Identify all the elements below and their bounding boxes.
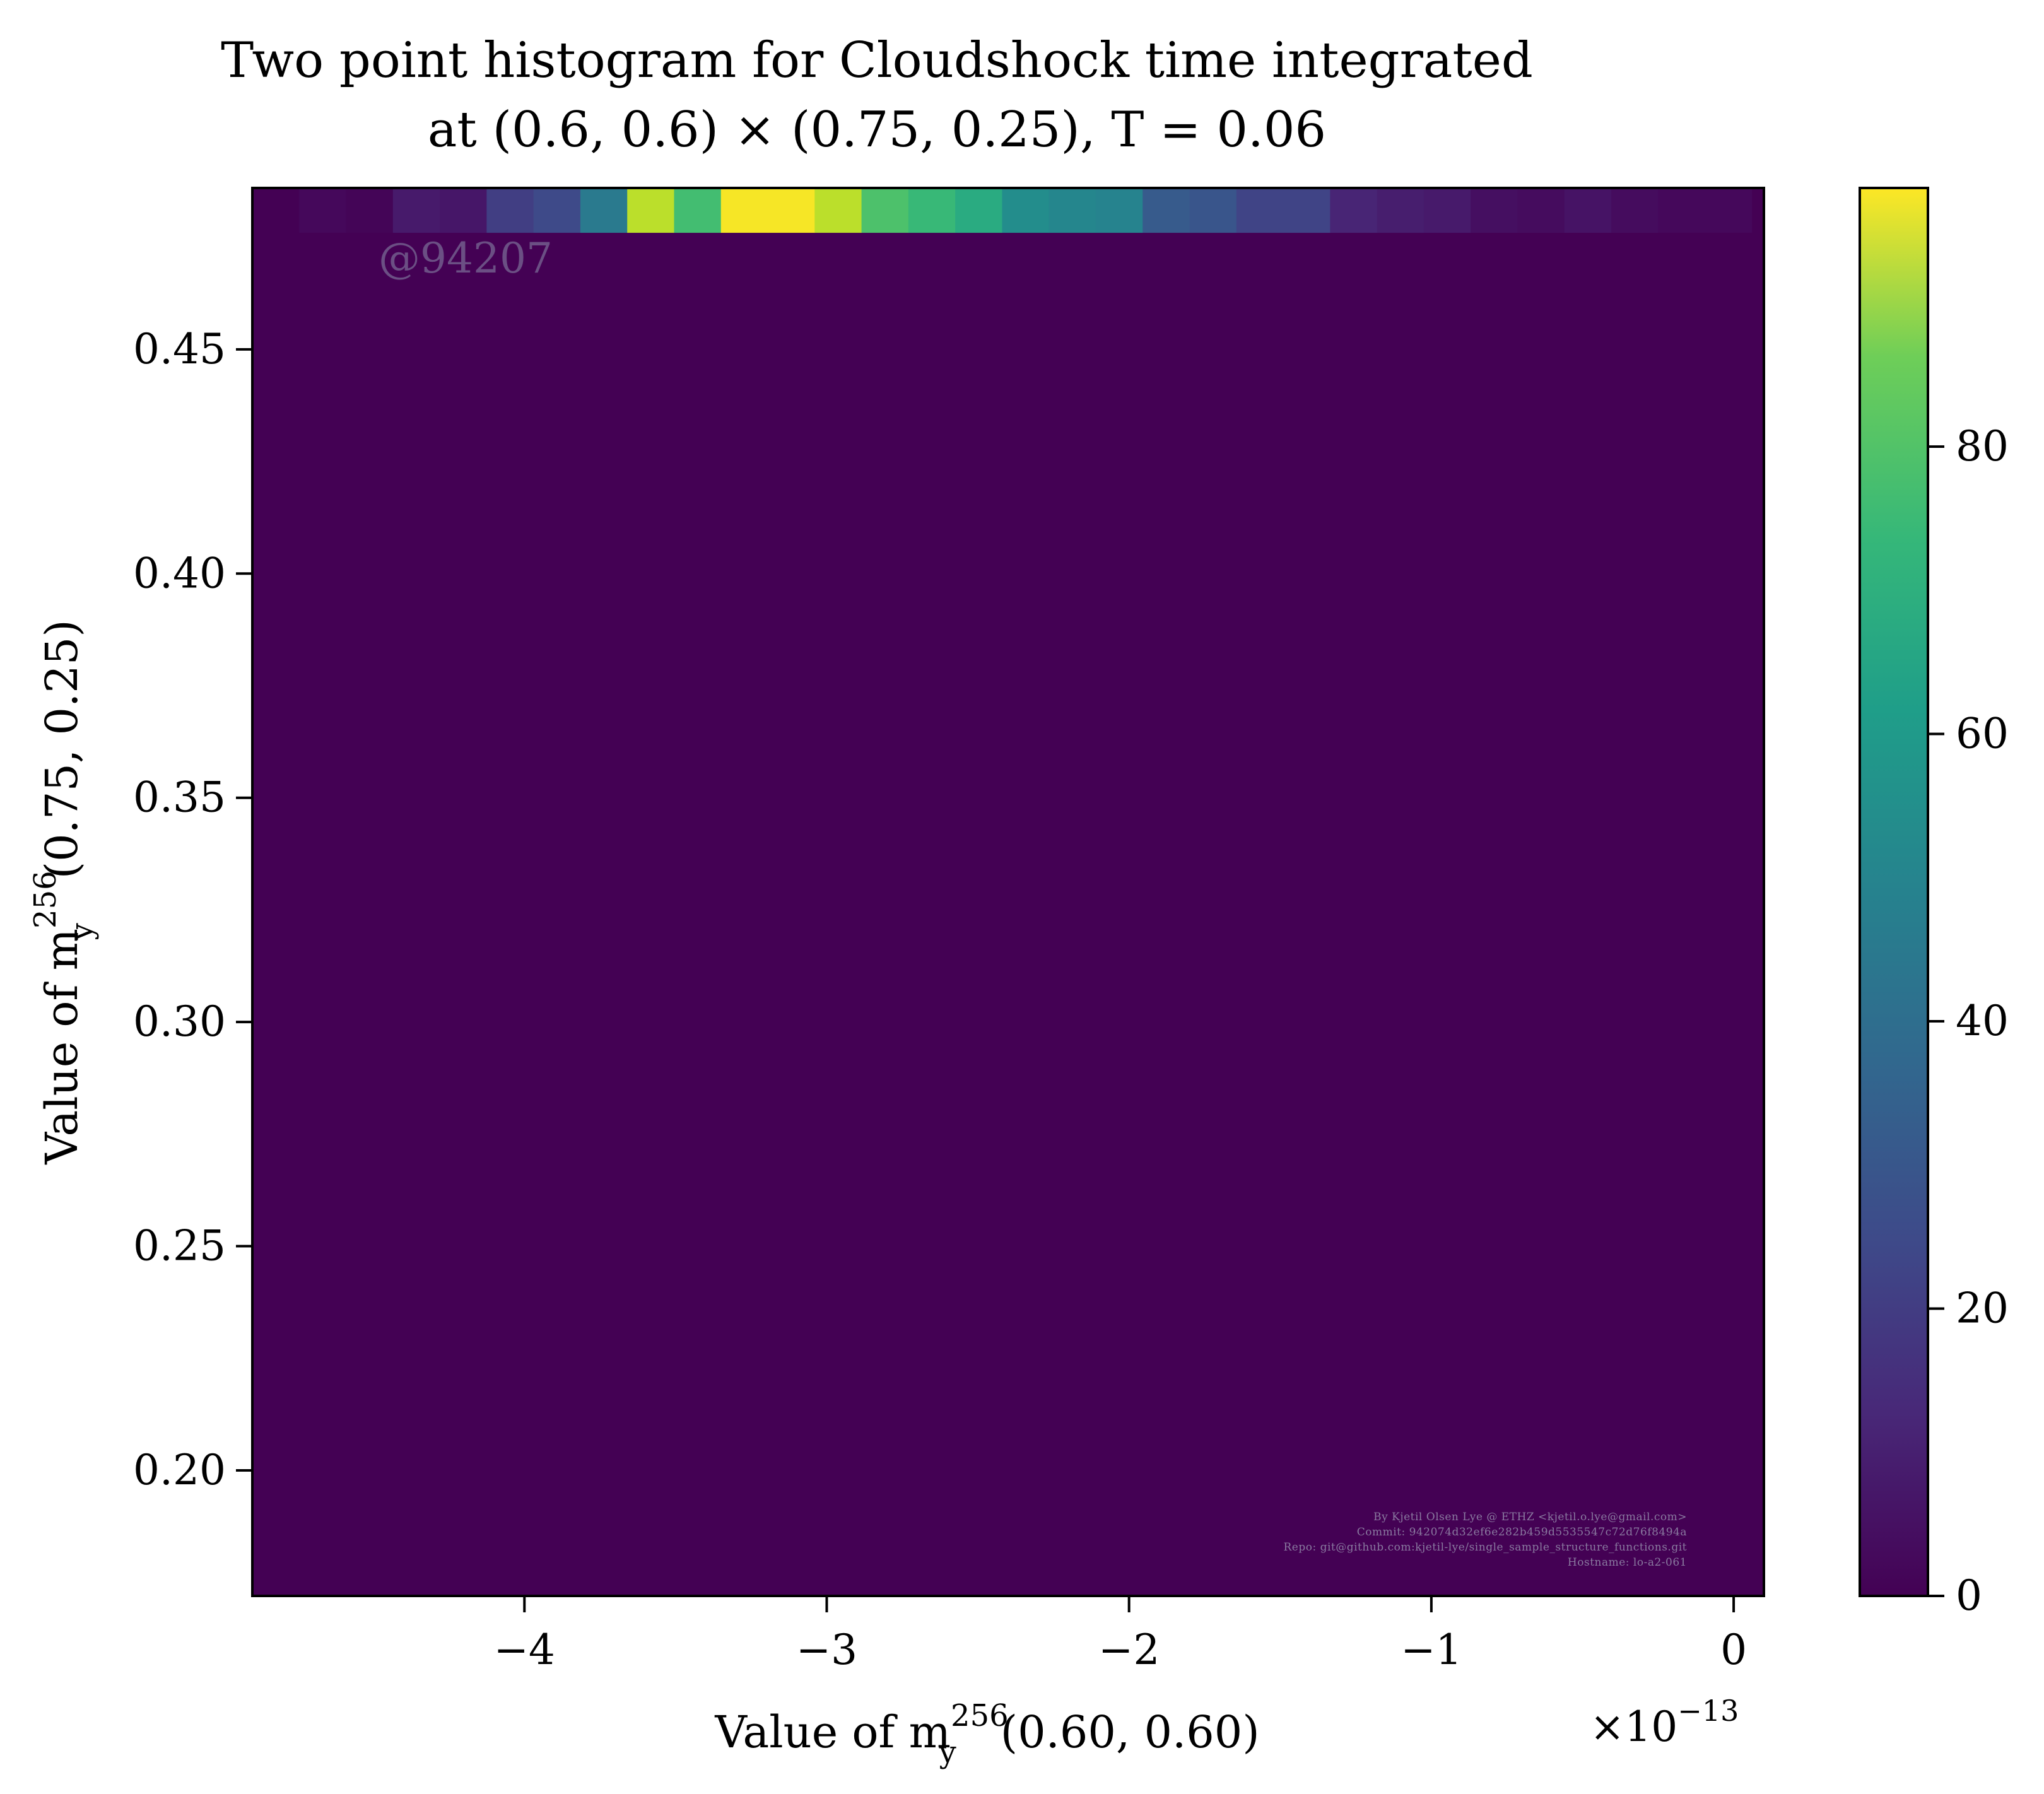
histogram-bin bbox=[346, 188, 394, 233]
colorbar-tick-label: 20 bbox=[1956, 1284, 2009, 1332]
y-axis-label-sub: y bbox=[64, 923, 100, 941]
plot-frame bbox=[251, 187, 1765, 1597]
chart-title-line-2: at (0.6, 0.6) × (0.75, 0.25), T = 0.06 bbox=[428, 102, 1326, 158]
y-tick-label: 0.20 bbox=[133, 1446, 226, 1494]
histogram-bin bbox=[1658, 188, 1706, 233]
y-axis-label-sup: 256 bbox=[28, 871, 63, 929]
histogram-bin bbox=[299, 188, 347, 233]
y-axis-ticks: 0.20 0.25 0.30 0.35 0.40 0.45 bbox=[133, 325, 252, 1494]
y-axis-label: Value of m256y (0.75, 0.25) bbox=[28, 619, 100, 1164]
histogram-bin bbox=[1611, 188, 1659, 233]
colorbar-ticks: 0 20 40 60 80 bbox=[1928, 422, 2009, 1620]
plot-area: @94207 By Kjetil Olsen Lye @ ETHZ <kjeti… bbox=[251, 187, 1765, 1597]
histogram-bin bbox=[1048, 188, 1096, 233]
credit-line: By Kjetil Olsen Lye @ ETHZ <kjetil.o.lye… bbox=[1373, 1511, 1687, 1523]
histogram-bin bbox=[768, 188, 815, 233]
histogram-bin bbox=[1095, 188, 1143, 233]
histogram-bin bbox=[861, 188, 909, 233]
credit-line: Commit: 942074d32ef6e282b459d5535547c72d… bbox=[1357, 1526, 1687, 1539]
credit-line: Hostname: lo-a2-061 bbox=[1568, 1556, 1687, 1569]
histogram-bin bbox=[908, 188, 956, 233]
histogram-bin bbox=[580, 188, 628, 233]
x-axis-label: Value of m256 y (0.60, 0.60) bbox=[714, 1698, 1259, 1770]
histogram-bin bbox=[1142, 188, 1190, 233]
x-axis-ticks: −4 −3 −2 −1 0 bbox=[494, 1596, 1747, 1674]
colorbar-tick-label: 60 bbox=[1956, 709, 2009, 758]
histogram-bin bbox=[1705, 188, 1753, 233]
y-tick-label: 0.25 bbox=[133, 1222, 226, 1270]
histogram-bin bbox=[1236, 188, 1284, 233]
histogram-bin bbox=[533, 188, 581, 233]
y-tick-label: 0.45 bbox=[133, 325, 226, 373]
colorbar: 0 20 40 60 80 bbox=[1859, 187, 2009, 1620]
credits-block: By Kjetil Olsen Lye @ ETHZ <kjetil.o.lye… bbox=[1283, 1511, 1687, 1569]
x-tick-label: 0 bbox=[1720, 1626, 1747, 1674]
credit-line: Repo: git@github.com:kjetil-lye/single_s… bbox=[1283, 1541, 1687, 1554]
x-tick-label: −1 bbox=[1401, 1626, 1462, 1674]
x-axis-exponent-base: ×10 bbox=[1590, 1703, 1677, 1751]
histogram-bin bbox=[1471, 188, 1518, 233]
colorbar-tick-label: 40 bbox=[1956, 997, 2009, 1045]
histogram-bin bbox=[720, 188, 768, 233]
histogram-bin bbox=[252, 188, 300, 233]
chart-title-line-1: Two point histogram for Cloudshock time … bbox=[221, 32, 1533, 89]
x-axis-label-sub: y bbox=[939, 1735, 956, 1770]
x-axis-exponent-power: −13 bbox=[1677, 1694, 1739, 1728]
y-tick-label: 0.30 bbox=[133, 997, 226, 1046]
histogram-bin bbox=[486, 188, 534, 233]
plot-background bbox=[252, 188, 1764, 1596]
colorbar-tick-label: 0 bbox=[1956, 1571, 1982, 1620]
x-tick-label: −4 bbox=[494, 1626, 555, 1674]
histogram-bin bbox=[392, 188, 440, 233]
y-tick-label: 0.40 bbox=[133, 549, 226, 597]
x-axis-label-suffix: (0.60, 0.60) bbox=[1001, 1706, 1260, 1758]
x-tick-label: −2 bbox=[1098, 1626, 1160, 1674]
histogram-bin bbox=[1377, 188, 1424, 233]
colorbar-frame bbox=[1859, 187, 1929, 1597]
histogram-bin bbox=[1423, 188, 1471, 233]
histogram-bin bbox=[627, 188, 674, 233]
histogram-bin bbox=[1189, 188, 1237, 233]
x-axis-label-sup: 256 bbox=[951, 1698, 1009, 1733]
histogram-bin bbox=[440, 188, 487, 233]
x-axis-label-prefix: Value of m bbox=[714, 1706, 951, 1758]
histogram-bin bbox=[1330, 188, 1378, 233]
y-axis-label-suffix: (0.75, 0.25) bbox=[36, 619, 88, 879]
histogram-bin bbox=[1517, 188, 1565, 233]
watermark-text: @94207 bbox=[379, 234, 553, 283]
colorbar-tick-label: 80 bbox=[1956, 422, 2009, 471]
y-axis-label-prefix: Value of m bbox=[36, 929, 88, 1165]
histogram-bins bbox=[252, 188, 1753, 233]
y-tick-label: 0.35 bbox=[133, 773, 226, 822]
histogram-bin bbox=[674, 188, 722, 233]
x-tick-label: −3 bbox=[796, 1626, 857, 1674]
histogram-bin bbox=[955, 188, 1002, 233]
histogram-bin bbox=[1283, 188, 1330, 233]
histogram-bin bbox=[1564, 188, 1612, 233]
colorbar-gradient bbox=[1860, 188, 1928, 1596]
histogram-bin bbox=[814, 188, 862, 233]
x-axis-exponent: ×10−13 bbox=[1590, 1694, 1739, 1751]
histogram-bin bbox=[1002, 188, 1050, 233]
